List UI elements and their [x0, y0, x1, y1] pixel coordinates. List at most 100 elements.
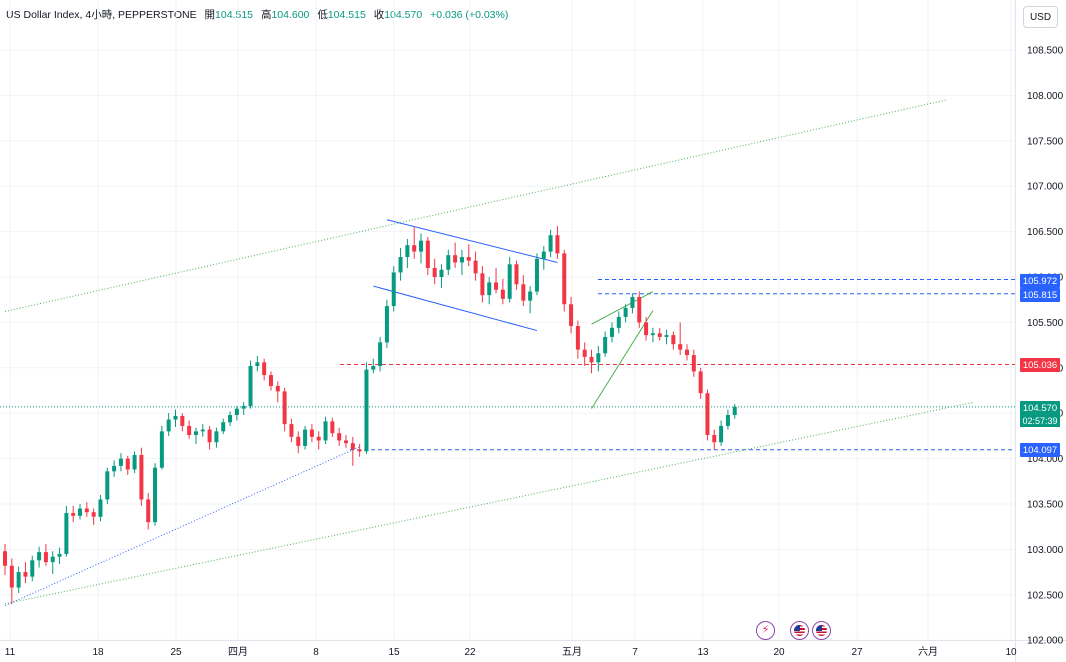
candle-body	[685, 349, 689, 356]
bar-countdown: 02:57:39	[1020, 414, 1060, 427]
candle-body	[139, 454, 144, 500]
candle-body	[296, 436, 301, 446]
candle-body	[50, 556, 55, 563]
y-tick-label: 104.000	[1027, 454, 1064, 465]
y-tick-label: 105.500	[1027, 318, 1064, 329]
candle-body	[330, 421, 335, 434]
trend-line	[4, 446, 360, 607]
candle-body	[664, 335, 669, 337]
candle-body	[671, 335, 676, 345]
price-tag-105972: 105.972	[1020, 274, 1060, 288]
trend-line	[591, 291, 654, 325]
candle-body	[200, 429, 205, 432]
candle-body	[650, 333, 655, 336]
trend-line	[386, 219, 558, 263]
candle-body	[193, 431, 198, 435]
candle-body	[3, 551, 7, 566]
candle-body	[459, 257, 464, 263]
candle-body	[657, 333, 662, 337]
candle-body	[166, 419, 171, 432]
candle-body	[344, 440, 348, 444]
candle-body	[541, 251, 546, 259]
us-flag-icon[interactable]	[812, 621, 831, 640]
candle-body	[146, 499, 151, 523]
price-tag-105815: 105.815	[1020, 288, 1060, 302]
candle-body	[309, 429, 314, 437]
candle-body	[391, 272, 396, 307]
x-tick-label: 五月	[562, 646, 582, 658]
candle-body	[187, 425, 192, 435]
x-tick-label: 四月	[228, 646, 248, 658]
candle-body	[16, 572, 21, 588]
candle-body	[562, 253, 567, 305]
candle-body	[303, 429, 308, 446]
candle-body	[159, 431, 164, 468]
candle-body	[118, 458, 123, 466]
candle-body	[268, 375, 273, 386]
candle-body	[630, 296, 635, 308]
candle-body	[64, 513, 69, 554]
candle-body	[555, 235, 560, 254]
candle-body	[616, 316, 621, 328]
candle-body	[398, 257, 403, 273]
candle-body	[207, 429, 212, 443]
candle-body	[112, 465, 117, 472]
y-tick-label: 108.500	[1027, 46, 1064, 57]
candle-body	[262, 362, 267, 376]
candle-body	[487, 282, 492, 296]
close-label: 收	[373, 9, 385, 21]
us-flag-icon[interactable]	[790, 621, 809, 640]
candle-body	[71, 513, 76, 516]
candle-body	[712, 434, 717, 443]
candle-body	[255, 362, 260, 366]
candle-body	[371, 365, 376, 370]
candle-body	[350, 443, 355, 450]
candle-body	[91, 512, 96, 517]
trend-line	[4, 401, 974, 605]
x-tick-label: 15	[388, 647, 400, 658]
open-value: 104.515	[215, 9, 254, 21]
candle-body	[180, 415, 185, 426]
candle-body	[705, 393, 710, 435]
x-tick-label: 25	[170, 647, 182, 658]
candle-body	[282, 391, 287, 425]
high-label: 高	[260, 9, 272, 21]
candle-body	[609, 327, 614, 337]
candle-body	[221, 422, 226, 432]
candle-body	[678, 344, 683, 350]
high-value: 104.600	[271, 9, 310, 21]
candle-body	[466, 257, 471, 261]
candle-body	[473, 260, 478, 274]
candle-body	[514, 264, 519, 285]
candle-body	[84, 508, 89, 513]
trend-line	[591, 310, 654, 409]
candle-body	[241, 405, 246, 409]
chart-header: US Dollar Index, 4小時, PEPPERSTONE 開104.5…	[6, 7, 508, 22]
x-tick-label: 7	[632, 647, 638, 658]
candle-body	[248, 365, 253, 406]
candle-body	[732, 406, 737, 416]
candle-body	[153, 467, 158, 523]
candle-body	[623, 307, 628, 317]
candle-body	[98, 499, 103, 517]
candle-body	[78, 508, 83, 516]
candle-body	[275, 385, 280, 392]
candle-body	[412, 245, 417, 252]
candle-body	[432, 267, 437, 277]
x-tick-label: 22	[464, 647, 476, 658]
candle-body	[234, 408, 239, 416]
price-tag-104097: 104.097	[1020, 443, 1060, 457]
candle-body	[582, 349, 587, 357]
candle-body	[480, 273, 485, 296]
currency-button[interactable]: USD	[1023, 6, 1058, 28]
candle-body	[439, 269, 444, 277]
candle-body	[494, 282, 499, 290]
candle-body	[644, 322, 649, 336]
candle-body	[405, 245, 410, 258]
x-tick-label: 六月	[918, 646, 938, 658]
candle-body	[569, 304, 574, 327]
lightning-event-icon[interactable]: ⚡	[756, 621, 775, 640]
candle-body	[419, 240, 424, 252]
candle-body	[105, 471, 110, 500]
